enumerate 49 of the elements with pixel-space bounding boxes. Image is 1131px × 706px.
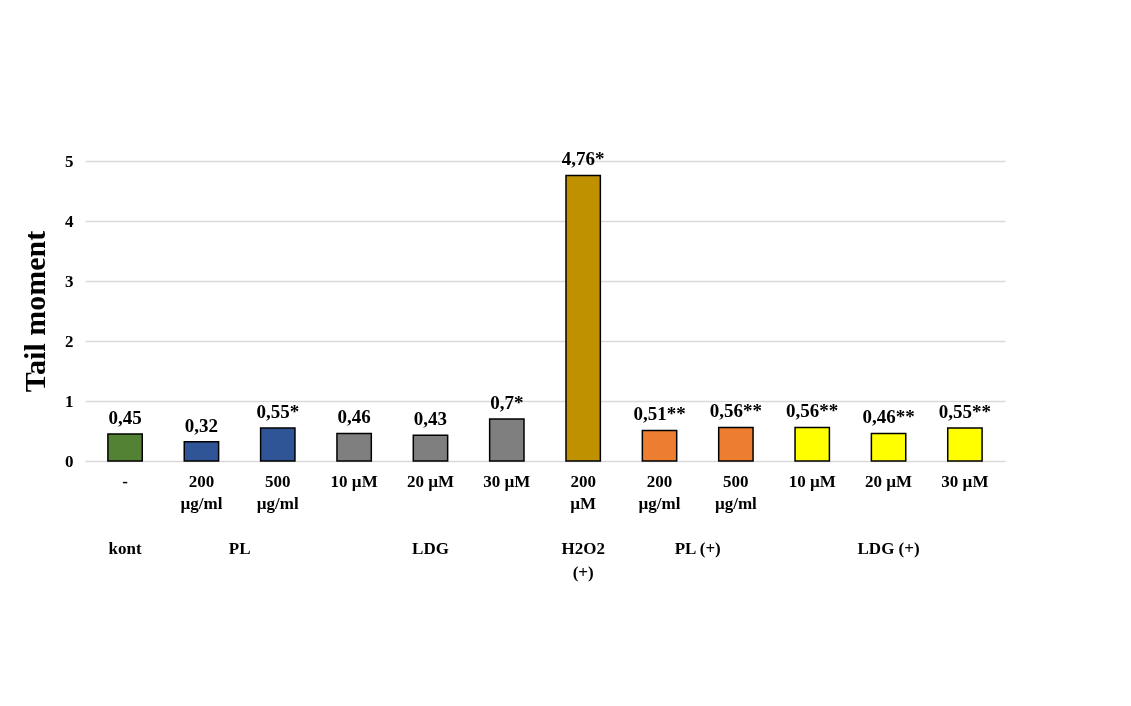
data-label: 0,32	[184, 414, 219, 436]
y-tick-label: 5	[65, 151, 74, 171]
bar	[259, 427, 296, 462]
data-label: 0,55**	[938, 401, 992, 422]
bar	[107, 433, 144, 462]
text: LDG	[412, 539, 449, 558]
data-label: 0,46	[337, 406, 371, 428]
x-tick-label: 10 µM	[788, 471, 836, 491]
x-tick-label: 200 µg/ml	[638, 471, 681, 513]
y-tick-label: 1	[65, 391, 74, 411]
x-tick-label: 30 µM	[483, 471, 531, 491]
x-tick-label: 500 µg/ml	[714, 471, 758, 513]
text: LDG (+)	[857, 539, 920, 558]
x-tick-label: 10 µM	[330, 471, 378, 491]
y-tick-label: 4	[65, 211, 74, 231]
data-label: 0,45	[108, 407, 142, 428]
data-label: 0,56**	[709, 400, 762, 422]
data-label: 4,76*	[561, 148, 605, 170]
bar	[717, 426, 754, 462]
data-label: 0,55*	[256, 401, 300, 422]
text: PL	[228, 539, 251, 558]
x-tick-label: 500 µg/ml	[256, 471, 300, 513]
data-label: 0,46**	[862, 406, 915, 428]
data-label: 0,43	[413, 408, 448, 430]
x-tick-label: 20 µM	[865, 471, 913, 491]
y-tick-label: 3	[65, 271, 74, 291]
bar	[946, 427, 983, 462]
x-tick-label: 200 µg/ml	[180, 471, 223, 513]
bar	[488, 418, 525, 462]
bar	[641, 429, 678, 462]
y-axis-title: Tail moment	[18, 230, 51, 393]
data-label: 0,7*	[490, 392, 524, 413]
bar	[183, 441, 220, 462]
y-tick-label: 0	[65, 451, 74, 471]
text: kont	[108, 539, 142, 558]
x-tick-label: 200 µM	[570, 471, 597, 513]
y-tick-label: 2	[65, 331, 74, 351]
text: H2O2 (+)	[561, 539, 605, 582]
bar	[412, 434, 449, 462]
text: PL (+)	[674, 539, 721, 558]
data-label: 0,51**	[633, 403, 686, 425]
bar	[336, 432, 373, 462]
bar	[794, 426, 831, 462]
x-tick-label: 30 µM	[941, 471, 989, 491]
bar	[870, 432, 907, 462]
x-tick-label: 20 µM	[406, 471, 455, 491]
data-label: 0,56**	[786, 400, 839, 422]
x-tick-label: -	[122, 471, 129, 491]
bar	[565, 174, 602, 462]
